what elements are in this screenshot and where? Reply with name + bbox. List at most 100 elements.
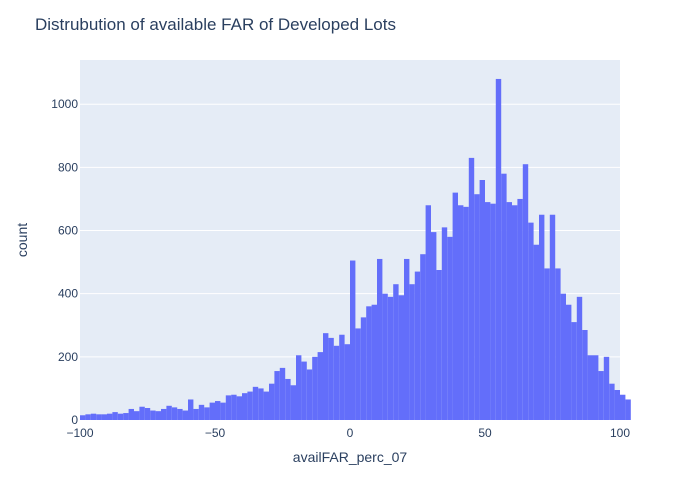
histogram-bar xyxy=(161,408,167,420)
x-tick-label: 0 xyxy=(347,426,354,440)
histogram-bar xyxy=(306,369,313,420)
histogram-bar xyxy=(447,236,453,420)
chart-title: Distrubution of available FAR of Develop… xyxy=(35,15,396,34)
histogram-bar xyxy=(209,402,215,420)
y-tick-label: 600 xyxy=(58,224,78,238)
histogram-bar xyxy=(80,415,86,420)
histogram-bar xyxy=(247,391,253,420)
histogram-bar xyxy=(355,328,361,420)
x-tick-label: 100 xyxy=(610,426,630,440)
histogram-bar xyxy=(150,410,156,420)
histogram-bar xyxy=(301,361,307,420)
histogram-bar xyxy=(512,205,518,420)
histogram-bar xyxy=(117,413,124,420)
histogram-bar xyxy=(506,202,512,420)
histogram-bar xyxy=(490,203,496,420)
histogram-bar xyxy=(107,413,113,420)
y-tick-label: 800 xyxy=(58,160,78,174)
histogram-bar xyxy=(501,173,507,420)
histogram-bar xyxy=(382,293,388,420)
histogram-bar xyxy=(193,408,199,420)
histogram-bar xyxy=(393,284,399,420)
y-axis-title: count xyxy=(14,223,30,257)
histogram-bar xyxy=(404,258,410,420)
histogram-bar xyxy=(182,410,188,420)
histogram-bar xyxy=(495,78,502,421)
histogram-bar xyxy=(533,244,539,420)
y-tick-label: 200 xyxy=(58,350,78,364)
histogram-bar xyxy=(177,408,183,420)
histogram-bar xyxy=(458,205,464,420)
histogram-bar xyxy=(468,157,475,421)
histogram-bar xyxy=(571,322,577,420)
histogram-bar xyxy=(198,404,205,420)
histogram-bar xyxy=(312,356,318,420)
histogram-bar xyxy=(90,413,97,420)
histogram-bar xyxy=(339,334,345,420)
histogram-bar xyxy=(166,405,172,420)
histogram-bar xyxy=(517,198,523,420)
histogram-bar xyxy=(96,414,102,420)
histogram-bar xyxy=(614,390,620,420)
histogram-bar xyxy=(323,333,329,420)
histogram-bar xyxy=(317,352,323,420)
histogram-bar xyxy=(220,402,226,420)
histogram-bar xyxy=(522,164,529,420)
histogram-bar xyxy=(377,258,383,420)
histogram-bar xyxy=(225,395,232,420)
histogram-bar xyxy=(387,296,394,420)
histogram-bar xyxy=(85,414,91,420)
histogram-bar xyxy=(123,413,129,420)
histogram-bar xyxy=(171,407,178,420)
histogram-bar xyxy=(436,270,442,420)
histogram-bar xyxy=(582,330,588,420)
histogram-bar xyxy=(620,394,626,420)
histogram-bar xyxy=(274,371,280,420)
histogram-bar xyxy=(555,268,561,420)
histogram-bar xyxy=(441,227,448,420)
histogram-bar xyxy=(236,396,242,420)
histogram-bar xyxy=(252,386,259,420)
histogram-bar xyxy=(576,296,583,420)
histogram-bar xyxy=(333,345,340,420)
histogram-bar xyxy=(344,344,350,420)
y-tick-label: 400 xyxy=(58,287,78,301)
histogram-bar xyxy=(366,306,372,420)
histogram-bar xyxy=(296,355,302,420)
x-axis-ticks: −100 −50 0 50 100 xyxy=(66,426,630,440)
histogram-bar xyxy=(425,205,431,420)
histogram-bar xyxy=(188,399,194,420)
histogram-bar xyxy=(560,293,566,420)
histogram-bar xyxy=(112,412,118,420)
histogram-bar xyxy=(231,394,237,420)
histogram-bar xyxy=(463,206,469,420)
histogram-bars xyxy=(80,78,631,421)
histogram-bar xyxy=(328,337,334,420)
histogram-bar xyxy=(350,260,356,420)
y-axis-ticks: 0 200 400 600 800 1000 xyxy=(51,97,78,427)
histogram-bar xyxy=(593,355,599,420)
histogram-bar xyxy=(452,192,458,420)
x-axis-title: availFAR_perc_07 xyxy=(293,449,408,465)
histogram-bar xyxy=(285,378,291,420)
histogram-bar xyxy=(204,407,210,420)
histogram-bar xyxy=(409,284,415,420)
histogram-bar xyxy=(398,295,404,420)
histogram-bar xyxy=(598,371,604,420)
histogram-bar xyxy=(549,214,556,420)
histogram-bar xyxy=(215,401,221,420)
histogram-bar xyxy=(128,408,134,420)
histogram-bar xyxy=(371,304,377,420)
histogram-bar xyxy=(528,222,534,420)
histogram-bar xyxy=(474,194,480,420)
histogram-bar xyxy=(420,254,426,420)
histogram-bar xyxy=(609,383,615,420)
histogram-bar xyxy=(544,268,550,420)
histogram-bar xyxy=(101,414,107,420)
x-tick-label: −50 xyxy=(205,426,226,440)
histogram-bar xyxy=(625,399,631,420)
histogram-bar xyxy=(263,391,269,420)
histogram-bar xyxy=(414,271,421,420)
histogram-bar xyxy=(139,406,145,420)
